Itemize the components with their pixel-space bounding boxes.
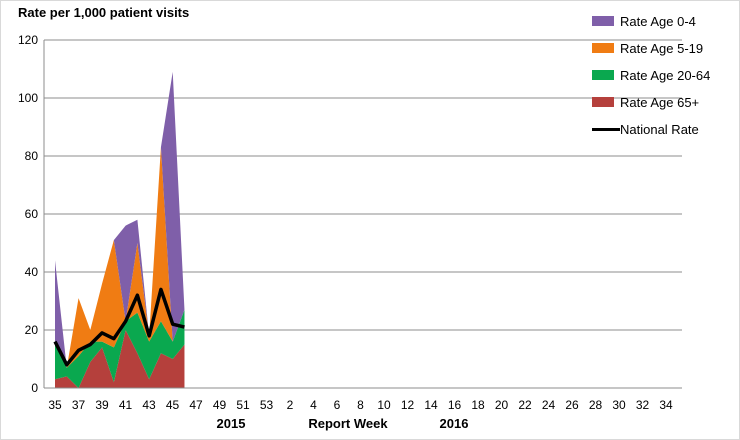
x-tick-label: 22 — [518, 398, 532, 412]
x-tick-label: 16 — [448, 398, 462, 412]
y-tick-label: 80 — [25, 149, 39, 163]
legend-swatch — [592, 70, 614, 80]
legend-item: National Rate — [592, 120, 699, 138]
y-tick-label: 40 — [25, 265, 39, 279]
legend-swatch — [592, 16, 614, 26]
legend-label: Rate Age 5-19 — [620, 40, 704, 56]
x-axis-title: Report Week — [308, 416, 388, 431]
x-tick-label: 10 — [377, 398, 391, 412]
x-tick-label: 24 — [542, 398, 556, 412]
x-tick-label: 34 — [659, 398, 673, 412]
x-tick-label: 6 — [334, 398, 341, 412]
area-rate-age-0-4 — [55, 71, 185, 368]
year-label-2015: 2015 — [217, 416, 246, 431]
x-tick-label: 28 — [589, 398, 603, 412]
x-tick-label: 35 — [48, 398, 62, 412]
x-tick-label: 20 — [495, 398, 509, 412]
line-national-rate — [53, 287, 185, 367]
legend-swatch — [592, 97, 614, 107]
legend-label: Rate Age 0-4 — [620, 13, 696, 29]
x-tick-label: 37 — [72, 398, 86, 412]
x-tick-label: 30 — [612, 398, 626, 412]
area-rate-age-20-64 — [55, 309, 185, 388]
x-tick-label: 47 — [189, 398, 203, 412]
legend-label: Rate Age 65+ — [620, 94, 700, 110]
area-rate-age-65- — [55, 330, 185, 388]
legend-swatch — [592, 43, 614, 53]
x-tick-label: 4 — [310, 398, 317, 412]
y-axis-title-text: Rate per 1,000 patient visits — [18, 5, 190, 20]
x-tick-label: 8 — [357, 398, 364, 412]
x-tick-label: 12 — [401, 398, 415, 412]
x-tick-label: 41 — [119, 398, 133, 412]
x-tick-label: 2 — [287, 398, 294, 412]
y-tick-label: 20 — [25, 323, 39, 337]
area-rate-age-5-19 — [55, 147, 185, 368]
legend-item: Rate Age 5-19 — [592, 39, 703, 57]
x-tick-label: 32 — [636, 398, 650, 412]
legend-item: Rate Age 65+ — [592, 93, 699, 111]
legend-label: National Rate — [620, 121, 699, 137]
y-tick-label: 100 — [18, 91, 38, 105]
legend-item: Rate Age 20-64 — [592, 66, 710, 84]
x-tick-label: 43 — [142, 398, 156, 412]
x-tick-label: 49 — [213, 398, 227, 412]
x-tick-label: 45 — [166, 398, 180, 412]
x-tick-label: 53 — [260, 398, 274, 412]
year-label-2016: 2016 — [440, 416, 469, 431]
legend-swatch — [592, 127, 620, 131]
x-tick-label: 26 — [565, 398, 579, 412]
legend-item: Rate Age 0-4 — [592, 12, 696, 30]
x-tick-label: 14 — [424, 398, 438, 412]
y-axis-title: Rate per 1,000 patient visits — [18, 4, 189, 21]
legend-label: Rate Age 20-64 — [620, 67, 711, 83]
y-tick-label: 120 — [18, 33, 38, 47]
x-tick-label: 39 — [95, 398, 109, 412]
x-tick-label: 51 — [236, 398, 250, 412]
x-tick-label: 18 — [471, 398, 485, 412]
y-tick-label: 60 — [25, 207, 39, 221]
y-tick-label: 0 — [31, 381, 38, 395]
